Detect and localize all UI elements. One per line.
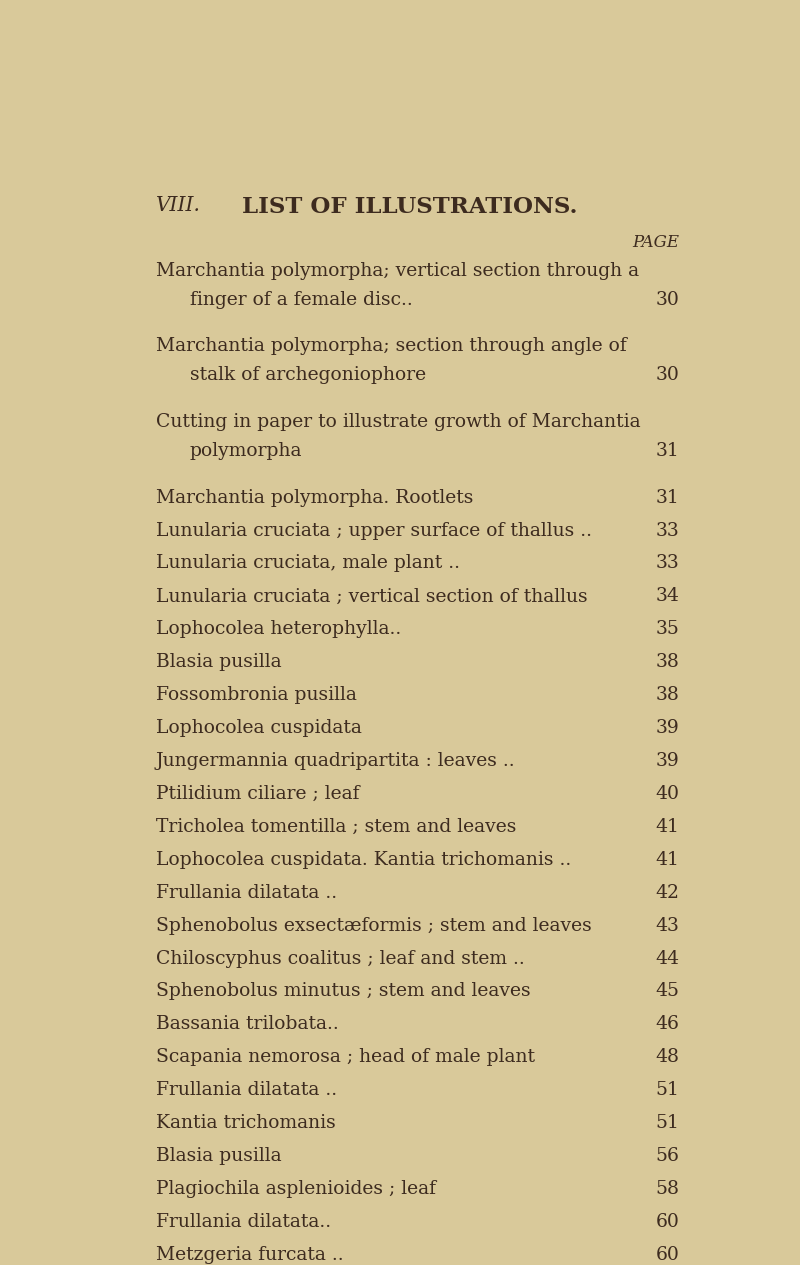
Text: polymorpha: polymorpha	[190, 441, 302, 460]
Text: 40: 40	[656, 784, 680, 803]
Text: 39: 39	[656, 719, 680, 737]
Text: 33: 33	[656, 521, 680, 540]
Text: 34: 34	[656, 587, 680, 606]
Text: Kantia trichomanis: Kantia trichomanis	[156, 1114, 335, 1132]
Text: 60: 60	[656, 1246, 680, 1264]
Text: Frullania dilatata ..: Frullania dilatata ..	[156, 884, 337, 902]
Text: Blasia pusilla: Blasia pusilla	[156, 1147, 282, 1165]
Text: Cutting in paper to illustrate growth of Marchantia: Cutting in paper to illustrate growth of…	[156, 414, 641, 431]
Text: 31: 31	[656, 441, 680, 460]
Text: LIST OF ILLUSTRATIONS.: LIST OF ILLUSTRATIONS.	[242, 196, 578, 218]
Text: 30: 30	[656, 367, 680, 385]
Text: finger of a female disc..: finger of a female disc..	[190, 291, 413, 309]
Text: 51: 51	[656, 1082, 680, 1099]
Text: 35: 35	[656, 620, 680, 639]
Text: Sphenobolus minutus ; stem and leaves: Sphenobolus minutus ; stem and leaves	[156, 983, 530, 1001]
Text: 44: 44	[656, 950, 680, 968]
Text: 33: 33	[656, 554, 680, 573]
Text: 60: 60	[656, 1213, 680, 1231]
Text: 31: 31	[656, 488, 680, 506]
Text: Ptilidium ciliare ; leaf: Ptilidium ciliare ; leaf	[156, 784, 359, 803]
Text: Marchantia polymorpha. Rootlets: Marchantia polymorpha. Rootlets	[156, 488, 473, 506]
Text: 58: 58	[656, 1180, 680, 1198]
Text: Plagiochila asplenioides ; leaf: Plagiochila asplenioides ; leaf	[156, 1180, 436, 1198]
Text: 41: 41	[656, 818, 680, 836]
Text: 51: 51	[656, 1114, 680, 1132]
Text: Scapania nemorosa ; head of male plant: Scapania nemorosa ; head of male plant	[156, 1049, 534, 1066]
Text: 48: 48	[656, 1049, 680, 1066]
Text: Bassania trilobata..: Bassania trilobata..	[156, 1016, 338, 1034]
Text: Marchantia polymorpha; vertical section through a: Marchantia polymorpha; vertical section …	[156, 262, 639, 280]
Text: Sphenobolus exsectæformis ; stem and leaves: Sphenobolus exsectæformis ; stem and lea…	[156, 917, 591, 935]
Text: 41: 41	[656, 851, 680, 869]
Text: Lophocolea cuspidata. Kantia trichomanis ..: Lophocolea cuspidata. Kantia trichomanis…	[156, 851, 571, 869]
Text: Lunularia cruciata ; upper surface of thallus ..: Lunularia cruciata ; upper surface of th…	[156, 521, 592, 540]
Text: 43: 43	[656, 917, 680, 935]
Text: Lophocolea heterophylla..: Lophocolea heterophylla..	[156, 620, 401, 639]
Text: stalk of archegoniophore: stalk of archegoniophore	[190, 367, 426, 385]
Text: Jungermannia quadripartita : leaves ..: Jungermannia quadripartita : leaves ..	[156, 751, 515, 770]
Text: Blasia pusilla: Blasia pusilla	[156, 653, 282, 672]
Text: Tricholea tomentilla ; stem and leaves: Tricholea tomentilla ; stem and leaves	[156, 818, 516, 836]
Text: 39: 39	[656, 751, 680, 770]
Text: 38: 38	[656, 686, 680, 705]
Text: Lunularia cruciata, male plant ..: Lunularia cruciata, male plant ..	[156, 554, 460, 573]
Text: 38: 38	[656, 653, 680, 672]
Text: Chiloscyphus coalitus ; leaf and stem ..: Chiloscyphus coalitus ; leaf and stem ..	[156, 950, 525, 968]
Text: Fossombronia pusilla: Fossombronia pusilla	[156, 686, 357, 705]
Text: 42: 42	[656, 884, 680, 902]
Text: Lunularia cruciata ; vertical section of thallus: Lunularia cruciata ; vertical section of…	[156, 587, 587, 606]
Text: Metzgeria furcata ..: Metzgeria furcata ..	[156, 1246, 343, 1264]
Text: Frullania dilatata..: Frullania dilatata..	[156, 1213, 331, 1231]
Text: 45: 45	[656, 983, 680, 1001]
Text: VIII.: VIII.	[156, 196, 201, 215]
Text: 56: 56	[656, 1147, 680, 1165]
Text: 46: 46	[656, 1016, 680, 1034]
Text: Frullania dilatata ..: Frullania dilatata ..	[156, 1082, 337, 1099]
Text: Marchantia polymorpha; section through angle of: Marchantia polymorpha; section through a…	[156, 338, 626, 355]
Text: Lophocolea cuspidata: Lophocolea cuspidata	[156, 719, 362, 737]
Text: PAGE: PAGE	[633, 234, 680, 250]
Text: 30: 30	[656, 291, 680, 309]
